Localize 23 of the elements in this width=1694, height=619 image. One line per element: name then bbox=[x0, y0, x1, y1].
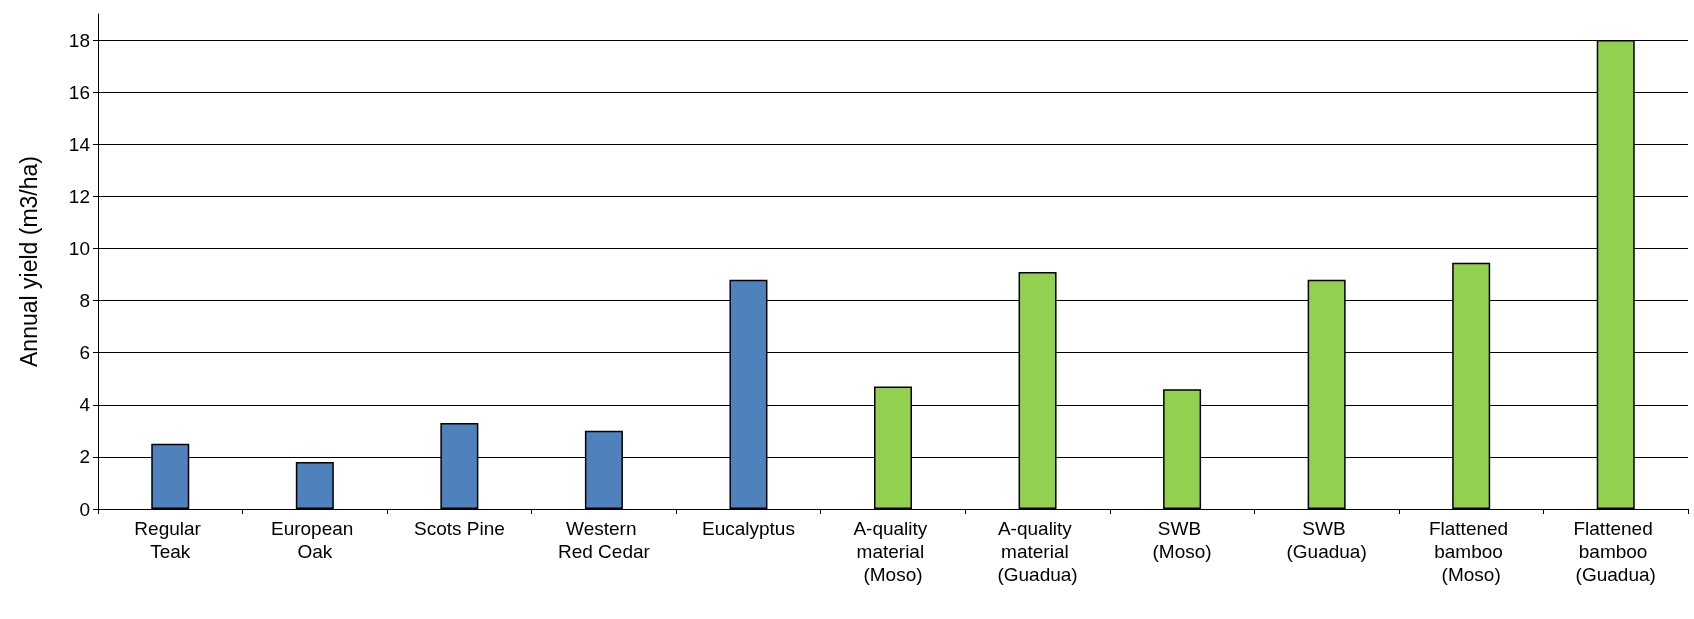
y-tick-label: 10 bbox=[68, 237, 90, 259]
x-tick-label: European Oak bbox=[270, 518, 359, 562]
y-tick-label: 16 bbox=[68, 81, 90, 103]
x-tick-label: Scots Pine bbox=[413, 518, 505, 539]
y-tick-label: 4 bbox=[79, 394, 91, 416]
bar bbox=[295, 462, 334, 509]
y-tick-label: 18 bbox=[68, 29, 90, 51]
x-tick-label: Flattened bamboo (Guadua) bbox=[1573, 518, 1658, 585]
x-tick-label: Regular Teak bbox=[134, 518, 207, 562]
x-tick-label: Eucalyptus bbox=[701, 518, 795, 539]
x-tick-label: Western Red Cedar bbox=[557, 518, 651, 562]
x-tick-label: Flattened bamboo (Moso) bbox=[1428, 518, 1514, 585]
x-tick-label: A-quality material (Moso) bbox=[853, 518, 933, 585]
x-tick-label: SWB (Guadua) bbox=[1286, 518, 1367, 562]
y-tick-label: 2 bbox=[79, 446, 90, 468]
y-tick-label: 0 bbox=[79, 498, 90, 520]
x-tick-label: A-quality material (Guadua) bbox=[997, 518, 1078, 585]
y-tick-label: 6 bbox=[79, 342, 90, 364]
x-tick-label: SWB (Moso) bbox=[1152, 518, 1212, 562]
y-tick-label: 12 bbox=[68, 185, 90, 207]
y-axis-title: Annual yield (m3/ha) bbox=[15, 156, 42, 367]
y-tick-label: 14 bbox=[68, 133, 91, 155]
y-tick-label: 8 bbox=[79, 290, 90, 312]
